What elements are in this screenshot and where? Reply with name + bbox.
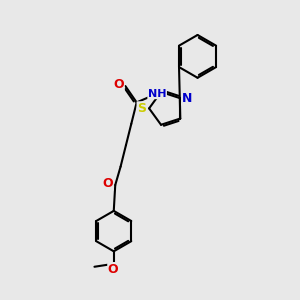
Text: O: O xyxy=(108,262,119,276)
Text: NH: NH xyxy=(148,88,167,99)
Text: O: O xyxy=(103,177,113,190)
Text: N: N xyxy=(182,92,192,105)
Text: O: O xyxy=(113,78,124,91)
Text: S: S xyxy=(137,102,146,115)
